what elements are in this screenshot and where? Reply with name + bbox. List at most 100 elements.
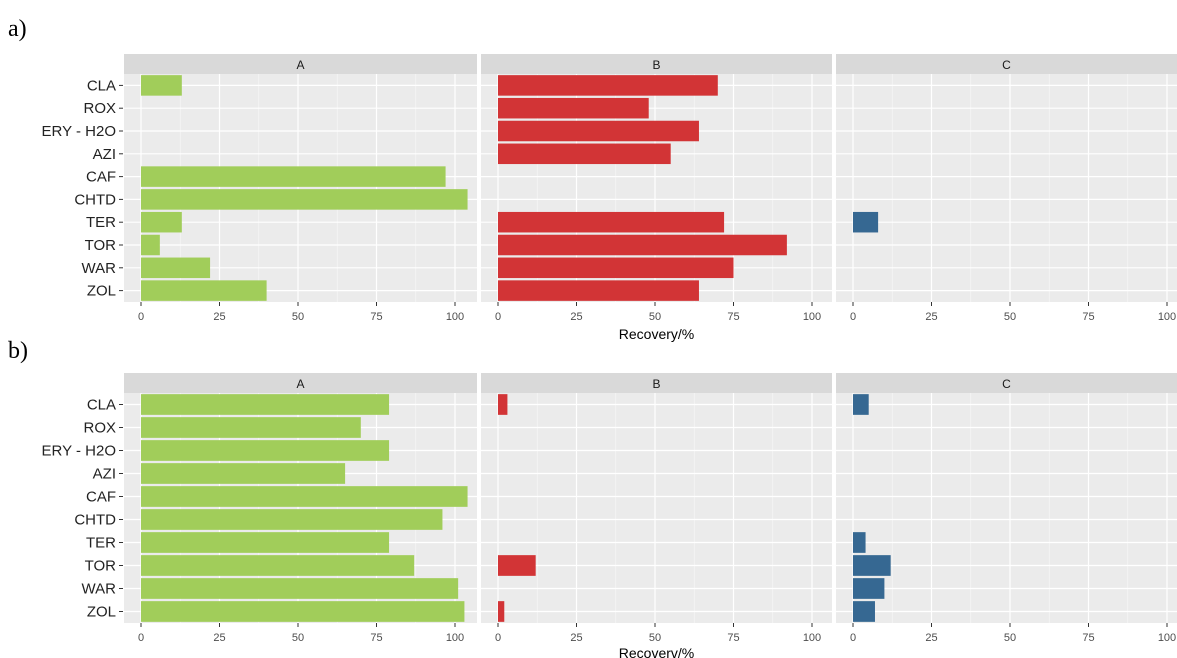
bar-a <box>141 189 468 210</box>
x-tick-label: 100 <box>446 632 464 644</box>
x-tick-label: 100 <box>1158 311 1176 323</box>
bar-a <box>141 555 415 576</box>
category-label: WAR <box>82 581 117 598</box>
bar-a <box>141 578 459 599</box>
x-tick-label: 0 <box>138 632 144 644</box>
x-tick-label: 0 <box>138 311 144 323</box>
bar-c <box>853 394 869 415</box>
x-tick-label: 75 <box>1082 311 1094 323</box>
x-tick-label: 25 <box>213 311 225 323</box>
bar-c <box>853 555 891 576</box>
category-label: ERY - H2O <box>42 123 116 140</box>
facet-strip <box>481 373 832 393</box>
category-label: CAF <box>86 489 116 506</box>
category-label: ROX <box>83 420 116 437</box>
bar-b <box>498 394 508 415</box>
x-tick-label: 25 <box>570 311 582 323</box>
facet-strip-label: B <box>652 377 660 391</box>
category-label: TOR <box>85 237 117 254</box>
category-label: CAF <box>86 169 116 186</box>
bar-a <box>141 75 182 96</box>
facet-strip <box>836 54 1177 74</box>
bar-a <box>141 234 160 256</box>
category-label: AZI <box>93 466 116 483</box>
facet-panel <box>836 74 1177 302</box>
category-label: AZI <box>93 146 116 163</box>
facet-panel <box>836 393 1177 623</box>
category-label: ZOL <box>87 283 116 300</box>
bar-b <box>498 257 734 279</box>
bar-a <box>141 211 182 233</box>
facet-strip-label: C <box>1002 58 1011 72</box>
x-tick-label: 25 <box>570 632 582 644</box>
facet-strip-label: A <box>296 58 304 72</box>
bar-a <box>141 440 390 461</box>
x-tick-label: 25 <box>925 632 937 644</box>
bar-a <box>141 486 468 507</box>
category-label: TER <box>86 535 116 552</box>
panel-letter: b) <box>8 338 28 364</box>
x-tick-label: 0 <box>850 632 856 644</box>
x-tick-label: 50 <box>1004 632 1016 644</box>
x-axis-title: Recoverv/% <box>619 645 694 658</box>
bar-b <box>498 211 725 233</box>
bar-b <box>498 143 671 165</box>
x-tick-label: 75 <box>727 311 739 323</box>
x-tick-label: 50 <box>292 632 304 644</box>
x-tick-label: 50 <box>292 311 304 323</box>
category-label: CHTD <box>74 191 116 208</box>
bar-b <box>498 555 536 576</box>
facet-a: A 0 25 50 75 100 <box>124 373 477 644</box>
bar-a <box>141 417 361 438</box>
bar-a <box>141 532 390 553</box>
bar-a <box>141 394 390 415</box>
x-tick-label: 75 <box>727 632 739 644</box>
x-tick-label: 100 <box>1158 632 1176 644</box>
x-tick-label: 0 <box>495 632 501 644</box>
category-label: CLA <box>87 397 116 414</box>
bar-b <box>498 280 699 301</box>
x-tick-label: 75 <box>370 311 382 323</box>
facet-strip-label: C <box>1002 377 1011 391</box>
x-tick-label: 100 <box>803 632 821 644</box>
bar-b <box>498 601 505 622</box>
facet-strip <box>124 54 477 74</box>
x-tick-label: 0 <box>850 311 856 323</box>
bar-b <box>498 75 718 96</box>
facet-b: B 0 25 50 75 100 <box>481 54 832 323</box>
x-tick-label: 100 <box>446 311 464 323</box>
facet-strip-label: A <box>296 377 304 391</box>
x-tick-label: 75 <box>370 632 382 644</box>
x-axis-title: Recovery/% <box>619 326 694 342</box>
bar-b <box>498 234 787 256</box>
category-label: CHTD <box>74 512 116 529</box>
x-tick-label: 50 <box>1004 311 1016 323</box>
x-tick-label: 50 <box>649 632 661 644</box>
x-tick-label: 25 <box>925 311 937 323</box>
category-label: TOR <box>85 558 117 575</box>
category-label: WAR <box>82 260 117 277</box>
facet-c: C 0 25 50 75 100 <box>836 373 1177 644</box>
x-tick-label: 0 <box>495 311 501 323</box>
bar-a <box>141 463 346 484</box>
facet-strip-label: B <box>652 58 660 72</box>
x-tick-label: 100 <box>803 311 821 323</box>
chart-a: a) CLA ROX ERY - H2O AZI CAF CHTD TER TOR WAR ZOL A… <box>8 16 1177 342</box>
bar-c <box>853 601 875 622</box>
bar-c <box>853 578 885 599</box>
facet-c: C 0 25 50 75 100 <box>836 54 1177 323</box>
facet-panel <box>481 393 832 623</box>
facet-strip <box>481 54 832 74</box>
bar-a <box>141 280 267 301</box>
category-label: TER <box>86 214 116 231</box>
panel-letter: a) <box>8 16 27 42</box>
x-tick-label: 50 <box>649 311 661 323</box>
facet-b: B 0 25 50 75 100 <box>481 373 832 644</box>
bar-a <box>141 601 465 622</box>
category-label: ROX <box>83 100 116 117</box>
facet-strip <box>836 373 1177 393</box>
category-label: ERY - H2O <box>42 443 116 460</box>
category-label: ZOL <box>87 604 116 621</box>
bar-a <box>141 257 211 279</box>
facet-a: A 0 25 50 75 100 <box>124 54 477 323</box>
